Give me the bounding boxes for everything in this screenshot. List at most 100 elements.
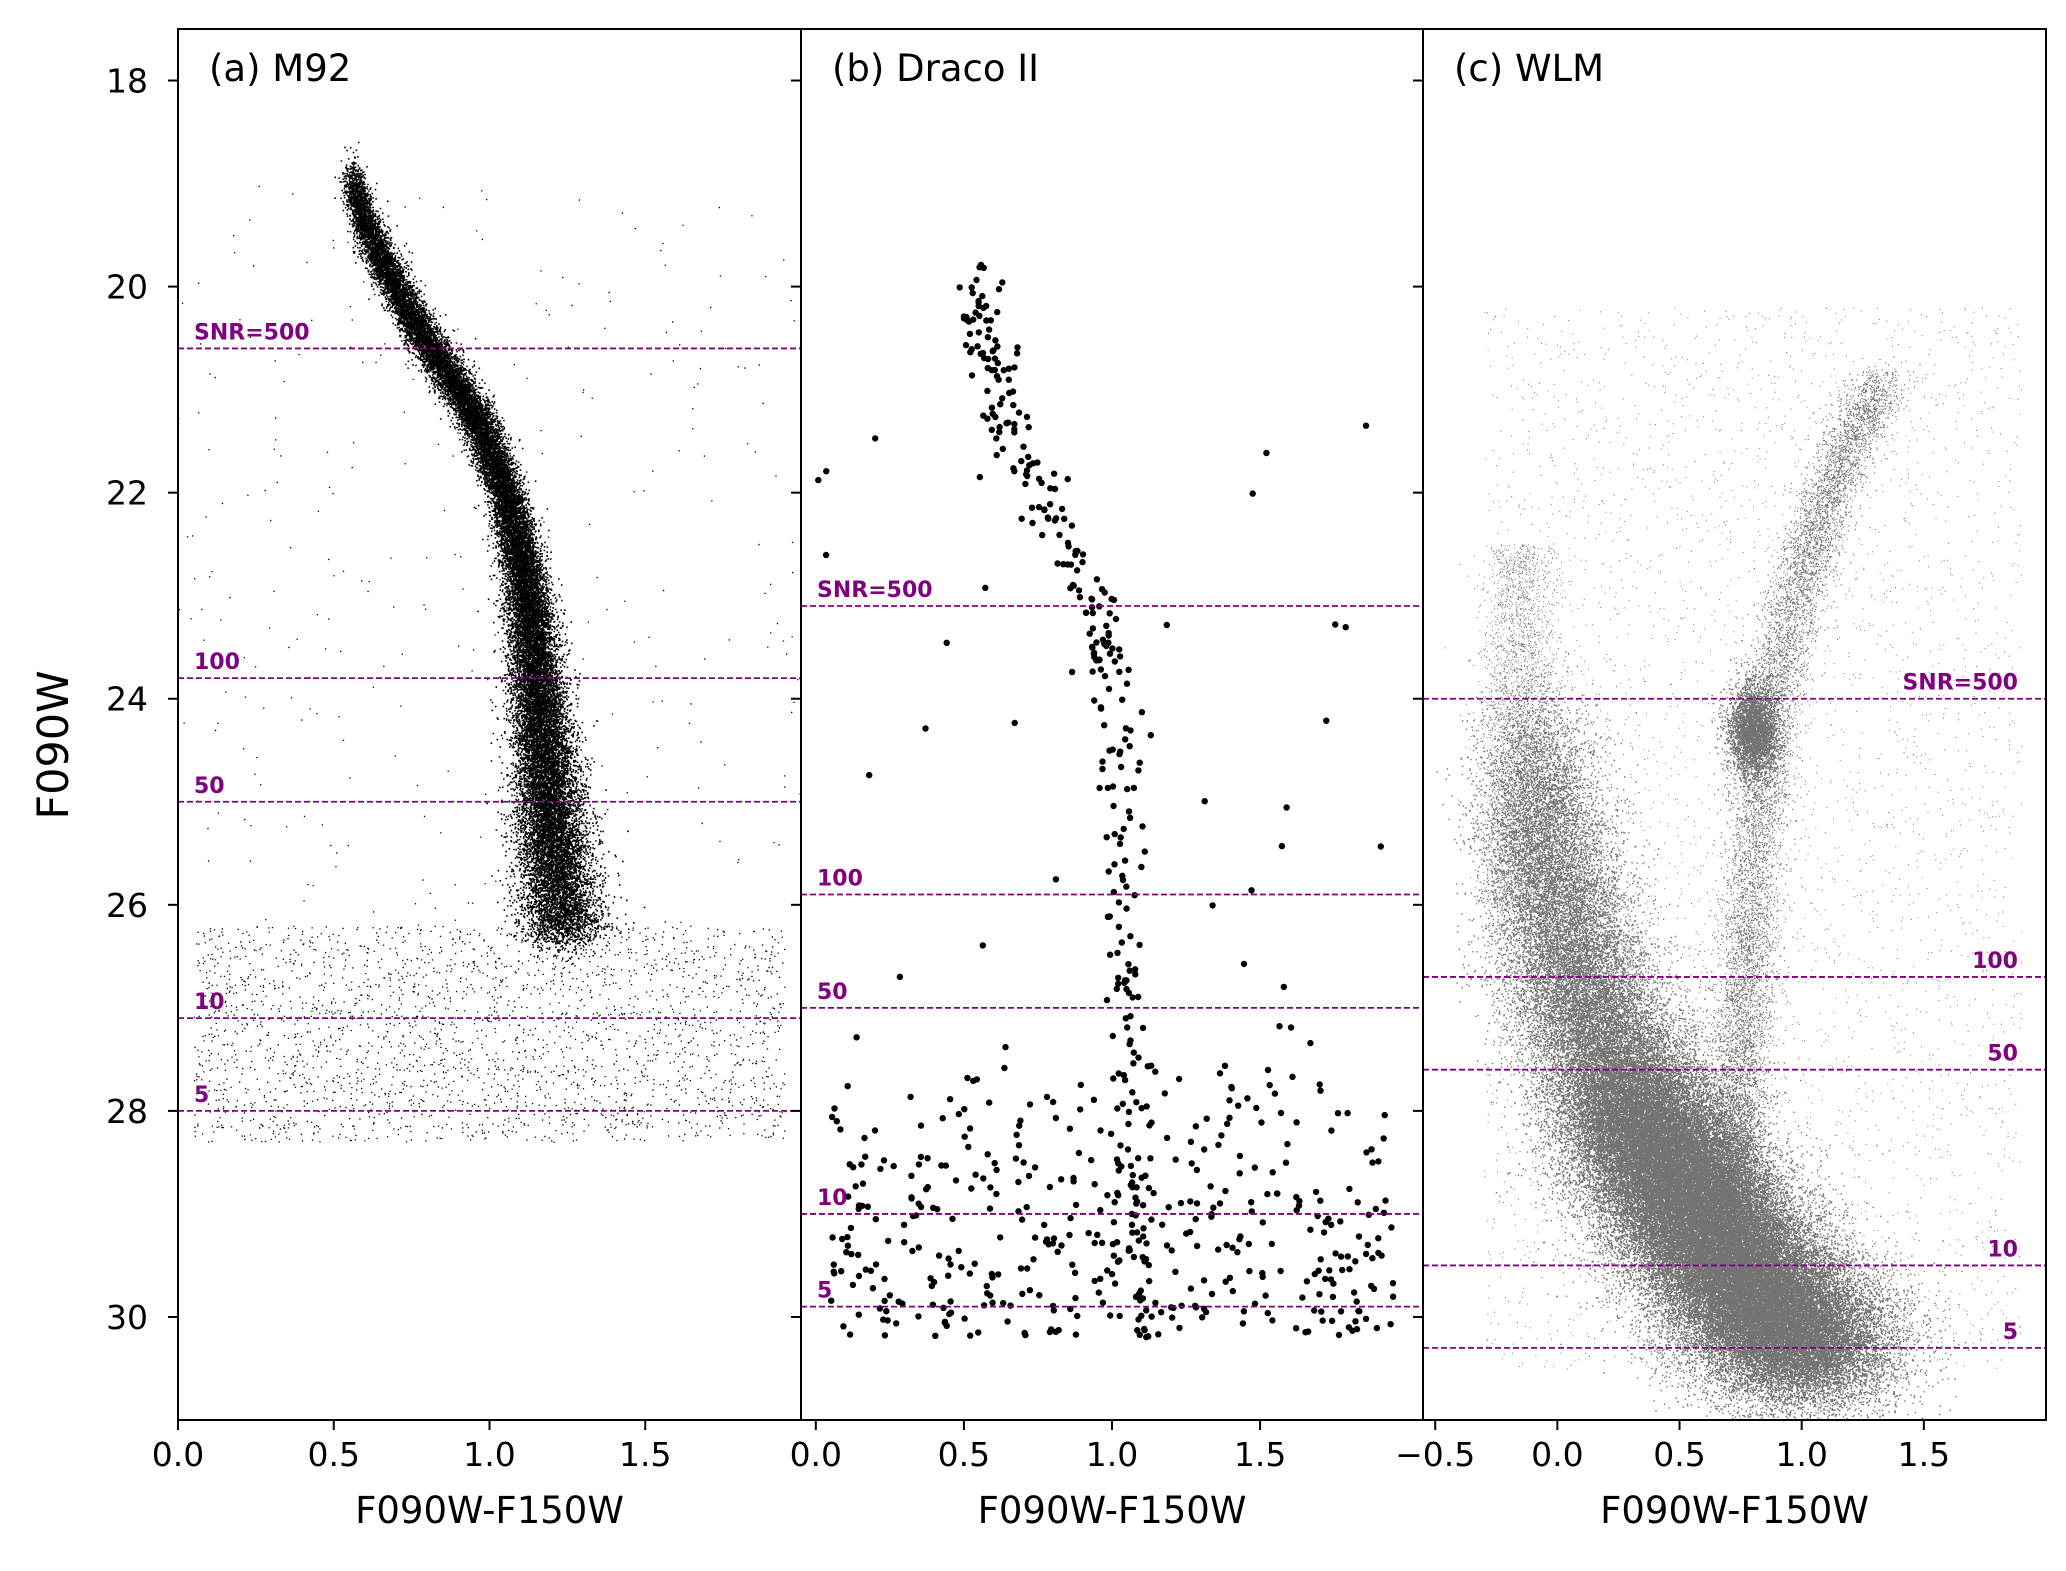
star-point <box>1116 1312 1123 1320</box>
star-point <box>1049 1098 1057 1106</box>
star-point <box>1239 1320 1247 1327</box>
star-point <box>1050 1235 1058 1242</box>
star-point <box>1342 624 1349 631</box>
star-point <box>837 1126 844 1133</box>
star-point <box>1133 1198 1141 1205</box>
star-point <box>815 476 822 484</box>
star-point <box>939 1115 946 1122</box>
star-point <box>966 330 974 338</box>
star-point <box>893 1320 900 1327</box>
star-point <box>1380 1135 1387 1142</box>
star-point <box>1175 1075 1183 1083</box>
star-point <box>1141 848 1149 855</box>
x-tick-label: 1.5 <box>1234 1435 1286 1474</box>
star-point <box>1052 515 1060 522</box>
star-point <box>922 725 929 732</box>
star-point <box>1277 1109 1285 1117</box>
star-point <box>844 1233 851 1241</box>
y-tick-labels: 18 20 22 24 26 28 30 <box>106 62 148 1337</box>
star-point <box>930 1278 938 1286</box>
star-point <box>975 329 982 336</box>
star-point <box>1382 1197 1389 1204</box>
star-point <box>1207 1183 1214 1190</box>
star-point <box>984 387 991 395</box>
draco-ii-star-dots <box>815 261 1397 1341</box>
star-point <box>1074 1312 1081 1320</box>
wlm-points <box>1436 307 2023 1422</box>
star-point <box>1075 587 1083 594</box>
star-point <box>1138 1174 1145 1181</box>
star-point <box>1216 1200 1224 1207</box>
star-point <box>1058 505 1066 513</box>
star-point <box>1364 1241 1372 1249</box>
star-point <box>1111 1280 1119 1287</box>
snr-label: 100 <box>817 867 863 892</box>
m92-ticks: 0.0 0.5 1.0 1.5 <box>152 79 671 1474</box>
star-point <box>1368 1146 1375 1153</box>
m92-snr-lines: SNR=500 100 50 10 5 <box>178 320 801 1112</box>
star-point <box>1099 758 1106 765</box>
star-point <box>1119 1100 1127 1108</box>
star-point <box>1072 1294 1079 1302</box>
star-point <box>848 1250 855 1258</box>
star-point <box>1070 1174 1077 1182</box>
star-point <box>1114 1105 1121 1112</box>
star-point <box>1128 1221 1136 1229</box>
star-point <box>1140 1233 1147 1240</box>
star-point <box>872 435 879 442</box>
star-point <box>845 1193 852 1200</box>
star-point <box>884 1317 891 1324</box>
star-point <box>822 551 830 559</box>
star-point <box>1293 1119 1300 1126</box>
star-point <box>1065 543 1072 550</box>
star-point <box>1328 1221 1335 1229</box>
star-point <box>1258 1119 1265 1126</box>
star-point <box>1316 1291 1323 1298</box>
star-point <box>945 1272 952 1279</box>
star-point <box>1236 1170 1243 1177</box>
star-point <box>1137 1295 1144 1302</box>
star-point <box>1125 1108 1133 1116</box>
star-point <box>1120 825 1127 833</box>
draco-ii-x-axis-label: F090W-F150W <box>978 1489 1247 1532</box>
star-point <box>987 317 994 324</box>
snr-label: 50 <box>817 980 848 1005</box>
x-tick-label: −0.5 <box>1395 1435 1475 1474</box>
star-point <box>1299 1294 1306 1301</box>
star-point <box>1091 1277 1098 1285</box>
star-point <box>1326 1267 1333 1274</box>
star-point <box>829 1234 836 1241</box>
star-point <box>989 1274 996 1281</box>
star-point <box>1123 883 1130 890</box>
star-point <box>976 473 983 481</box>
star-point <box>1088 1156 1095 1164</box>
star-point <box>883 1308 890 1315</box>
star-point <box>1093 657 1100 664</box>
star-point <box>1074 547 1081 555</box>
star-point <box>1026 1287 1034 1294</box>
star-point <box>1114 949 1121 957</box>
star-point <box>999 279 1006 286</box>
star-point <box>1344 1253 1352 1260</box>
star-point <box>1116 668 1123 675</box>
star-point <box>974 343 981 350</box>
snr-label: 100 <box>1972 949 2018 974</box>
star-point <box>1226 1274 1234 1282</box>
x-tick-label: 0.0 <box>152 1435 204 1474</box>
star-point <box>1271 1090 1279 1097</box>
star-point <box>831 1270 838 1277</box>
star-point <box>1344 1109 1351 1117</box>
star-point <box>1097 666 1105 673</box>
star-point <box>965 1143 972 1151</box>
star-point <box>1245 1240 1253 1248</box>
star-point <box>1018 515 1025 522</box>
star-point <box>1284 1140 1291 1148</box>
star-point <box>1332 621 1339 628</box>
star-point <box>1103 622 1110 629</box>
star-point <box>1135 1237 1143 1244</box>
star-point <box>1072 1201 1080 1209</box>
star-point <box>1030 1256 1037 1263</box>
star-point <box>1046 1183 1054 1191</box>
star-point <box>983 317 990 324</box>
star-point <box>1163 1134 1171 1142</box>
